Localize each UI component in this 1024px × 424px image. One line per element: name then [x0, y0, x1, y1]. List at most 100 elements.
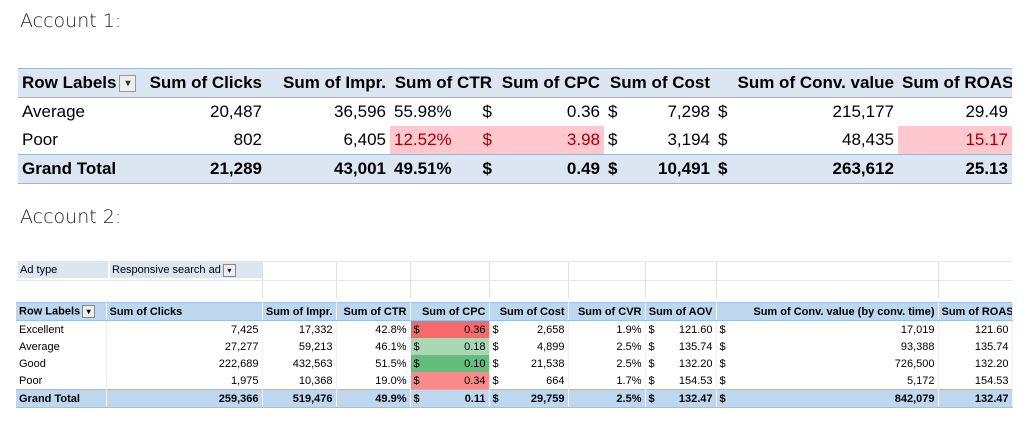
filter-label: Ad type	[18, 262, 108, 278]
account-1-pivot-table: Row Labels ▾ Sum of Clicks Sum of Impr. S…	[18, 68, 1012, 184]
currency-symbol: $	[648, 323, 655, 336]
cell-ctr: 55.98% $	[390, 98, 496, 127]
filter-value[interactable]: Responsive search ad ▾	[110, 262, 262, 278]
filter-dropdown-icon[interactable]: ▾	[82, 305, 96, 318]
cell-cvr: 1.9%	[568, 320, 646, 338]
currency-symbol: $	[718, 159, 728, 178]
currency-symbol: $	[492, 392, 499, 405]
cell-cvr: 1.7%	[568, 372, 646, 390]
row-labels-header[interactable]: Row Labels ▾	[18, 68, 144, 98]
currency-symbol: $	[608, 130, 618, 149]
conv-value: 17,019	[900, 323, 935, 336]
cost-value: 2,658	[536, 323, 565, 336]
currency-symbol: $	[648, 374, 655, 387]
currency-symbol: $	[719, 340, 726, 353]
currency-symbol: $	[413, 392, 420, 405]
currency-symbol: $	[482, 102, 492, 121]
header-cost: Sum of Cost	[489, 302, 569, 321]
currency-symbol: $	[719, 357, 726, 370]
account-2-heading: Account 2:	[20, 206, 122, 228]
header-ctr: Sum of CTR	[390, 68, 496, 98]
table-row: Average 27,277 59,213 46.1% $0.18 $4,899…	[16, 338, 1013, 355]
grand-total-row: Grand Total 259,366 519,476 49.9% $0.11 …	[16, 389, 1013, 408]
cell-aov: $132.20	[645, 355, 717, 372]
table-row: Poor 802 6,405 12.52% $ 3.98 $3,194 $48,4…	[18, 126, 1012, 155]
header-clicks: Sum of Clicks	[144, 68, 266, 98]
currency-symbol: $	[608, 159, 618, 178]
cpc-value: 0.36	[464, 323, 486, 336]
currency-symbol: $	[413, 340, 420, 353]
cell-cvr: 2.5%	[568, 389, 646, 408]
cell-roas: 132.47	[938, 389, 1013, 408]
cost-value: 10,491	[658, 159, 710, 178]
grid-line	[716, 262, 717, 298]
header-label: Row Labels	[22, 73, 117, 92]
row-label[interactable]: Poor	[22, 130, 58, 149]
cell-cpc: 3.98	[496, 126, 604, 155]
currency-symbol: $	[492, 357, 499, 370]
cpc-value: 3.98	[566, 130, 600, 149]
cell-cost: $2,658	[489, 320, 569, 338]
row-label[interactable]: Good	[16, 355, 107, 372]
row-label[interactable]: Poor	[16, 372, 107, 390]
conv-value: 726,500	[894, 357, 935, 370]
account-2-pivot-table: Row Labels ▾ Sum of Clicks Sum of Impr. S…	[16, 302, 1013, 408]
cell-conv-value: $5,172	[716, 372, 939, 390]
table-row: Good 222,689 432,563 51.5% $0.10 $21,538…	[16, 355, 1013, 372]
cell-impr: 17,332	[262, 320, 337, 338]
cell-roas: 25.13	[898, 154, 1012, 184]
row-label[interactable]: Average	[16, 338, 107, 355]
cell-conv-value: $93,388	[716, 338, 939, 355]
header-impr: Sum of Impr.	[266, 68, 390, 98]
grid-line	[16, 261, 1012, 262]
cell-roas: 132.20	[938, 355, 1013, 372]
currency-symbol: $	[413, 374, 420, 387]
aov-value: 121.60	[678, 323, 713, 336]
cell-cpc: 0.49	[496, 154, 604, 184]
grand-total-row: Grand Total 21,289 43,001 49.51% $ 0.49 $…	[18, 154, 1012, 184]
row-label[interactable]: Average	[22, 102, 86, 121]
aov-value: 135.74	[678, 340, 713, 353]
currency-symbol: $	[648, 340, 655, 353]
cell-clicks: 259,366	[106, 389, 263, 408]
cpc-value: 0.11	[464, 392, 486, 405]
aov-value: 132.47	[678, 392, 713, 405]
header-roas: Sum of ROAS	[938, 302, 1013, 321]
cost-value: 4,899	[536, 340, 565, 353]
cell-ctr: 49.9%	[336, 389, 411, 408]
table-header-row: Row Labels ▾ Sum of Clicks Sum of Impr. S…	[18, 68, 1012, 98]
grid-line	[410, 262, 411, 298]
currency-symbol: $	[648, 357, 655, 370]
cell-clicks: 1,975	[106, 372, 263, 390]
header-label: Row Labels	[19, 305, 81, 318]
filter-dropdown-icon[interactable]: ▾	[119, 75, 137, 93]
conv-value: 842,079	[894, 392, 935, 405]
cost-value: 21,538	[530, 357, 565, 370]
header-roas: Sum of ROAS	[898, 68, 1012, 98]
cell-conv-value: $263,612	[714, 154, 898, 184]
cell-impr: 36,596	[334, 102, 386, 121]
cpc-value: 0.34	[464, 374, 486, 387]
header-clicks: Sum of Clicks	[106, 302, 263, 321]
cell-ctr: 46.1%	[336, 338, 411, 355]
row-label[interactable]: Excellent	[16, 320, 107, 338]
cell-cost: $664	[489, 372, 569, 390]
cell-cpc: $0.36	[410, 320, 490, 338]
cost-value: 7,298	[667, 102, 710, 121]
filter-value-text: Responsive search ad	[112, 264, 221, 276]
account-1-heading: Account 1:	[20, 10, 122, 32]
conv-value: 5,172	[906, 374, 935, 387]
currency-symbol: $	[718, 102, 728, 121]
cell-clicks: 802	[233, 130, 262, 149]
cell-cost: $10,491	[604, 154, 714, 184]
header-conv-value: Sum of Conv. value (by conv. time)	[716, 302, 939, 321]
cell-cost: $4,899	[489, 338, 569, 355]
cpc-value: 0.10	[464, 357, 486, 370]
conv-value: 48,435	[842, 130, 894, 149]
currency-symbol: $	[413, 323, 420, 336]
cell-cost: $7,298	[604, 98, 714, 127]
cell-ctr: 49.51% $	[390, 154, 496, 184]
cell-aov: $154.53	[645, 372, 717, 390]
filter-dropdown-icon[interactable]: ▾	[222, 263, 236, 277]
row-labels-header[interactable]: Row Labels ▾	[16, 302, 107, 321]
